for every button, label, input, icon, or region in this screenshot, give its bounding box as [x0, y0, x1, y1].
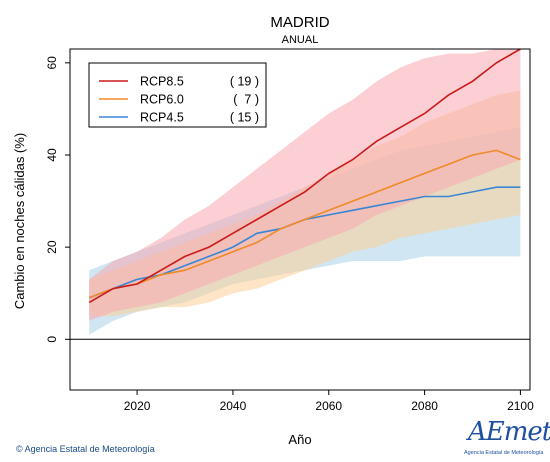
legend-count: ( 7 ) [233, 93, 259, 107]
aemet-logo: AEmet Agencia Estatal de Meteorología [462, 417, 550, 462]
legend-label: RCP6.0 [140, 93, 184, 107]
logo-subtext: Agencia Estatal de Meteorología [464, 450, 544, 456]
line-rcp85 [88, 48, 521, 304]
band-rcp85 [89, 49, 521, 321]
y-axis-ticks: 0 20 40 60 [45, 56, 70, 343]
x-tick-label: 2060 [315, 399, 342, 413]
x-tick-label: 2100 [507, 399, 534, 413]
plot-frame [69, 48, 531, 391]
series-lines [88, 48, 521, 304]
y-tick-label: 20 [45, 240, 59, 254]
y-tick-label: 60 [45, 56, 59, 70]
copyright-text: © Agencia Estatal de Meteorología [16, 444, 155, 454]
y-axis-label: Cambio en noches cálidas (%) [12, 133, 27, 309]
x-tick-label: 2020 [124, 399, 151, 413]
chart-subtitle: ANUAL [282, 34, 319, 46]
line-rcp60 [88, 149, 521, 299]
legend-label: RCP4.5 [140, 111, 184, 125]
chart-title: MADRID [270, 14, 329, 31]
y-tick-label: 0 [45, 336, 59, 343]
legend-label: RCP8.5 [140, 75, 184, 89]
x-tick-label: 2080 [411, 399, 438, 413]
y-tick-label: 40 [45, 148, 59, 162]
uncertainty-bands [89, 49, 521, 335]
logo-wordmark: AEmet [468, 417, 550, 447]
legend-count: ( 15 ) [230, 111, 259, 125]
legend: RCP8.5 ( 19 ) RCP6.0 ( 7 ) RCP4.5 ( 15 ) [88, 62, 267, 128]
x-axis-label: Año [288, 432, 311, 447]
x-tick-label: 2040 [220, 399, 247, 413]
x-axis-ticks: 2020 2040 2060 2080 2100 [124, 390, 534, 413]
legend-count: ( 19 ) [230, 75, 259, 89]
